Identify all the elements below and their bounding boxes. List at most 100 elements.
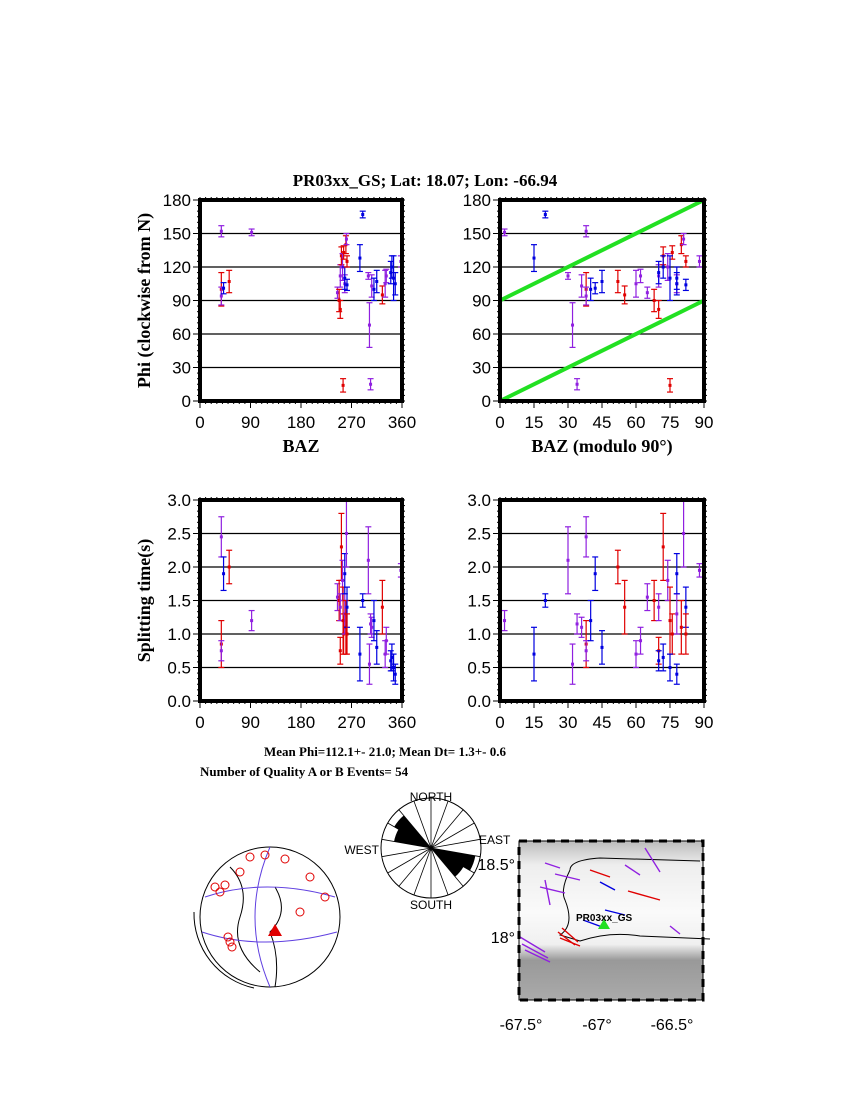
splitting-stick [561, 927, 579, 943]
y-tick-label: 2.0 [467, 558, 491, 577]
point-marker [361, 213, 365, 217]
data-point [542, 210, 549, 219]
coastline [229, 866, 282, 988]
point-marker [344, 237, 348, 241]
point-marker [370, 284, 374, 288]
splitting-stick [539, 886, 566, 894]
point-marker [345, 632, 349, 636]
data-point [382, 269, 389, 298]
data-point [644, 286, 651, 299]
event-marker [223, 932, 233, 942]
y-tick-label: 30 [172, 359, 191, 378]
data-point [370, 277, 377, 302]
x-tick-label: 60 [627, 413, 646, 432]
point-marker [338, 649, 342, 653]
event-marker [235, 867, 245, 877]
point-marker [639, 274, 643, 278]
point-marker [369, 622, 373, 626]
data-point [655, 299, 662, 319]
data-point [587, 277, 594, 302]
data-point [637, 626, 644, 655]
data-point [583, 225, 590, 238]
point-marker [345, 605, 349, 609]
data-point [337, 636, 344, 665]
point-marker [367, 323, 371, 327]
data-point [667, 255, 673, 302]
data-point [531, 244, 537, 273]
x-tick-label: 360 [388, 713, 416, 732]
x-tick-label: 90 [695, 413, 714, 432]
point-marker [566, 558, 570, 562]
event-marker [320, 892, 330, 902]
data-point [565, 271, 571, 280]
rose-spoke [381, 847, 432, 858]
x-tick-label: 0 [195, 713, 204, 732]
station-label: PR03xx_GS [576, 913, 632, 924]
point-marker [634, 282, 638, 286]
point-marker [503, 619, 507, 623]
point-marker [600, 645, 604, 649]
point-marker [227, 565, 231, 569]
data-point [592, 556, 599, 592]
x-tick-label: 270 [337, 713, 365, 732]
event-marker [220, 880, 230, 890]
point-marker [250, 619, 254, 623]
point-marker [675, 282, 679, 286]
point-marker [584, 535, 588, 539]
point-marker [337, 599, 341, 602]
point-marker [369, 382, 373, 386]
data-point [248, 609, 255, 632]
y-tick-label: 150 [163, 225, 191, 244]
figure-title: PR03xx_GS; Lat: 18.07; Lon: -66.94 [293, 171, 558, 190]
point-marker [532, 256, 536, 260]
data-point [390, 255, 397, 302]
rose-label-east: EAST [479, 833, 511, 847]
data-point [392, 271, 399, 296]
point-marker [389, 659, 393, 663]
point-marker [575, 382, 579, 386]
point-marker [219, 649, 223, 653]
rose-spoke [430, 847, 449, 896]
data-point [583, 286, 590, 306]
point-marker [380, 605, 384, 609]
point-marker [343, 572, 347, 576]
point-marker [584, 294, 588, 298]
y-tick-label: 180 [163, 191, 191, 210]
point-marker [668, 666, 672, 669]
x-tick-label: 75 [661, 713, 680, 732]
x-tick-label: 90 [241, 713, 260, 732]
point-marker [682, 532, 686, 535]
point-marker [393, 672, 397, 676]
data-point [682, 613, 689, 655]
data-point [583, 516, 590, 558]
data-point [344, 613, 351, 655]
point-marker [589, 287, 593, 291]
point-marker [684, 283, 688, 287]
point-marker [372, 287, 376, 291]
point-marker [342, 250, 346, 254]
x-tick-label: 90 [695, 713, 714, 732]
point-marker [668, 619, 672, 623]
stats-mean: Mean Phi=112.1+- 21.0; Mean Dt= 1.3+- 0.… [264, 744, 506, 759]
data-point [218, 640, 225, 662]
data-point [574, 378, 581, 391]
point-marker [532, 652, 536, 656]
event-marker [245, 852, 255, 862]
data-point [359, 210, 366, 219]
data-point [356, 244, 363, 273]
point-marker [580, 284, 584, 288]
globe-outline [199, 846, 341, 988]
x-axis-label: BAZ (modulo 90°) [531, 436, 672, 457]
y-tick-label: 90 [472, 292, 491, 311]
x-tick-label: 270 [337, 413, 365, 432]
x-tick-label: 180 [287, 713, 315, 732]
coastline [558, 857, 711, 942]
plot-frame [198, 198, 404, 403]
point-marker [584, 649, 588, 653]
rose-spoke [413, 847, 432, 896]
y-tick-label: 150 [463, 225, 491, 244]
point-marker [675, 612, 679, 616]
rose-label-north: NORTH [410, 790, 452, 804]
data-point [592, 282, 599, 295]
rose-spoke [430, 847, 464, 887]
